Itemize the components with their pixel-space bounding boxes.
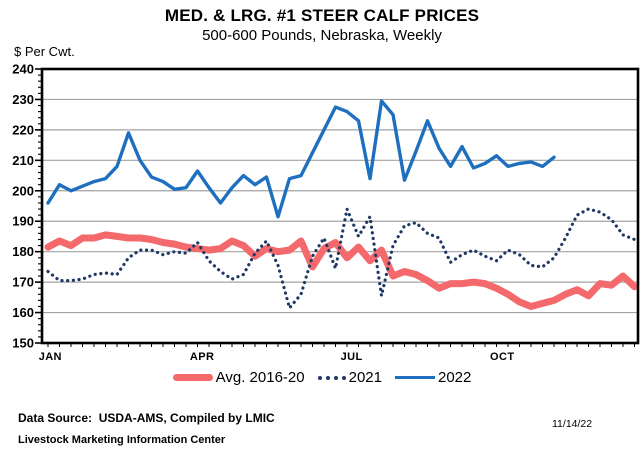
svg-text:240: 240 bbox=[12, 62, 34, 77]
x-axis-month-labels: JAN APR JUL OCT bbox=[39, 351, 514, 363]
legend-swatch-2022-line bbox=[394, 375, 435, 380]
legend: Avg. 2016-20 2021 2022 bbox=[0, 369, 644, 386]
chart-subtitle: 500-600 Pounds, Nebraska, Weekly bbox=[202, 27, 442, 44]
svg-text:JAN: JAN bbox=[39, 351, 62, 363]
svg-text:230: 230 bbox=[12, 92, 34, 107]
gridlines bbox=[42, 98, 638, 314]
series-line-2021 bbox=[46, 207, 637, 310]
report-date: 11/14/22 bbox=[552, 418, 593, 430]
svg-text:150: 150 bbox=[12, 336, 34, 351]
data-source-line: Data Source: USDA-AMS, Compiled by LMIC bbox=[18, 411, 275, 425]
legend-item-2021: 2021 bbox=[317, 369, 382, 386]
chart-title: MED. & LRG. #1 STEER CALF PRICES bbox=[164, 6, 480, 25]
series-line-avg-2016-20 bbox=[44, 231, 638, 310]
svg-text:210: 210 bbox=[12, 153, 34, 168]
legend-label-avg-2016-20: Avg. 2016-20 bbox=[215, 369, 305, 386]
svg-text:170: 170 bbox=[12, 275, 34, 290]
series-line-2022 bbox=[46, 99, 556, 219]
svg-text:220: 220 bbox=[12, 122, 34, 137]
legend-item-2022: 2022 bbox=[394, 369, 472, 386]
y-axis-labels: 150 160 170 180 190 200 210 220 230 240 bbox=[12, 62, 34, 351]
legend-label-2022: 2022 bbox=[437, 369, 472, 386]
svg-text:180: 180 bbox=[12, 244, 34, 259]
svg-text:OCT: OCT bbox=[490, 351, 514, 363]
y-axis-unit-label: $ Per Cwt. bbox=[14, 44, 75, 59]
svg-text:APR: APR bbox=[190, 351, 214, 363]
svg-text:200: 200 bbox=[12, 183, 34, 198]
legend-swatch-avg-2016-20-line bbox=[172, 374, 213, 381]
legend-label-2021: 2021 bbox=[348, 369, 382, 386]
plot-border bbox=[40, 67, 640, 345]
lmic-line: Livestock Marketing Information Center bbox=[18, 434, 226, 446]
svg-text:190: 190 bbox=[12, 214, 34, 229]
svg-text:JUL: JUL bbox=[341, 351, 363, 363]
legend-swatch-2021-dotted-line bbox=[317, 375, 346, 380]
legend-item-avg-2016-20: Avg. 2016-20 bbox=[172, 369, 305, 386]
svg-text:160: 160 bbox=[12, 305, 34, 320]
